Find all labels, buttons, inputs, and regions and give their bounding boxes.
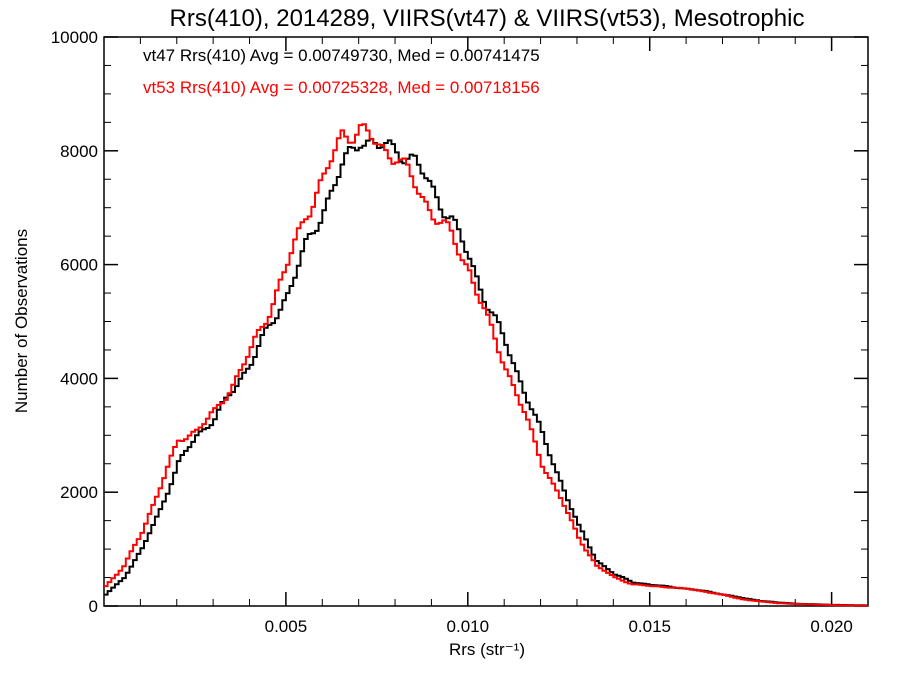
stats-annotation-vt53: vt53 Rrs(410) Avg = 0.00725328, Med = 0.… [143, 78, 540, 97]
x-axis: 0.005 0.010 0.015 0.020 [139, 37, 853, 636]
y-tick-label: 2000 [60, 483, 98, 502]
plot-area-frame [103, 36, 869, 607]
stats-annotation-vt47: vt47 Rrs(410) Avg = 0.00749730, Med = 0.… [143, 46, 540, 65]
histogram-series-0 [104, 138, 868, 607]
x-tick-label: 0.020 [810, 617, 853, 636]
chart-title: Rrs(410), 2014289, VIIRS(vt47) & VIIRS(v… [170, 5, 805, 32]
histogram-series-1 [104, 123, 868, 607]
x-tick-label: 0.010 [447, 617, 490, 636]
y-axis: 0 2000 4000 6000 8000 10000 [51, 28, 868, 616]
y-tick-label: 0 [89, 597, 98, 616]
y-tick-label: 8000 [60, 142, 98, 161]
y-tick-label: 4000 [60, 369, 98, 388]
x-tick-label: 0.015 [628, 617, 671, 636]
x-tick-label: 0.005 [265, 617, 308, 636]
series-layer [104, 123, 868, 607]
x-axis-label: Rrs (str⁻¹) [449, 640, 525, 659]
y-axis-label: Number of Observations [12, 229, 31, 413]
y-tick-label: 6000 [60, 256, 98, 275]
y-tick-label: 10000 [51, 28, 98, 47]
